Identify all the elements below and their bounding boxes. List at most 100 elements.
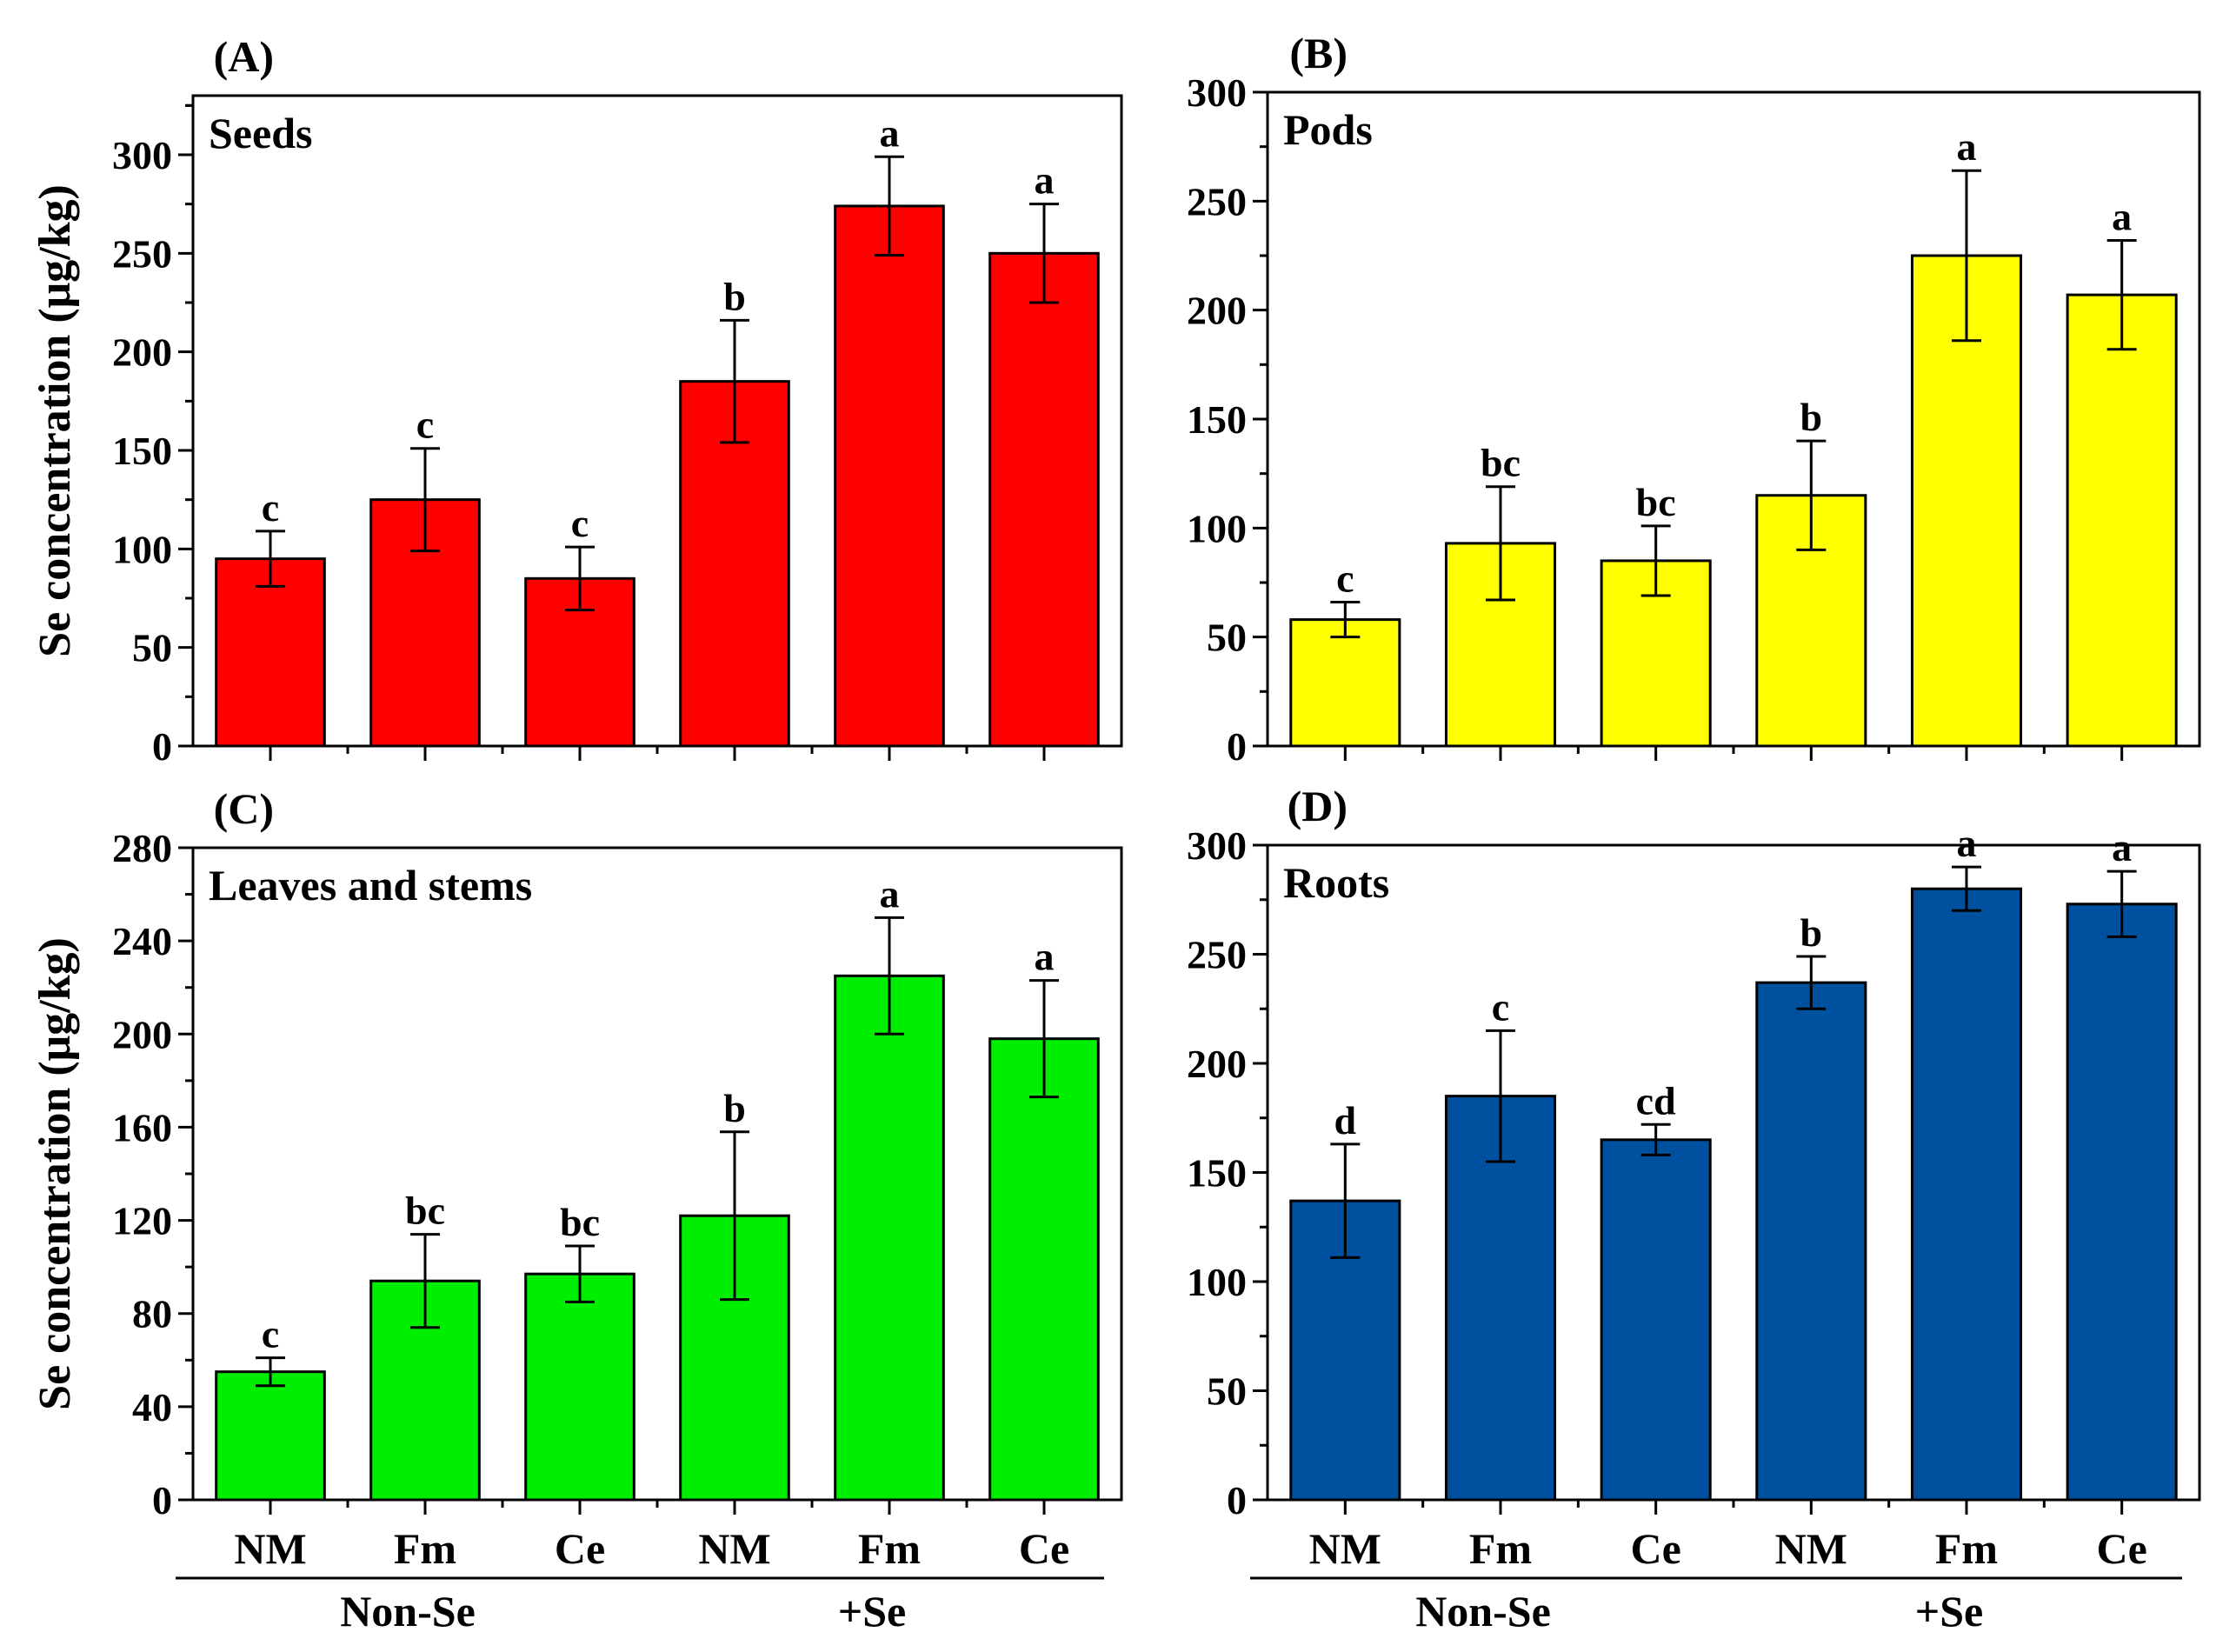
bar	[988, 251, 1100, 748]
significance-letter: bc	[1636, 480, 1676, 524]
chart-panel-3: c bc bc b a a 0 40 80 120 160 200 240 280 (C) Leaves an…	[30, 784, 1123, 1635]
x-category-label: NM	[1775, 1524, 1847, 1573]
significance-letter: b	[1800, 395, 1823, 439]
significance-letter: c	[571, 501, 589, 545]
panel-title: Leaves and stems	[209, 861, 532, 909]
bar	[215, 1370, 326, 1502]
y-tick-label: 200	[112, 1012, 172, 1056]
significance-letter: b	[723, 274, 746, 318]
significance-letter: c	[1492, 984, 1509, 1029]
y-tick-label: 50	[1207, 1369, 1247, 1414]
group-label: Non-Se	[340, 1587, 476, 1635]
panel-label: (D)	[1288, 782, 1348, 830]
chart-panel-1: c c c b a a 0 50 100 150 200 250 300 (A) Seeds Se conce…	[30, 32, 1123, 769]
x-category-label: Ce	[2097, 1524, 2147, 1573]
x-category-label: NM	[698, 1524, 770, 1573]
significance-letter: cd	[1636, 1078, 1676, 1122]
x-category-label: Fm	[1469, 1524, 1532, 1573]
significance-letter: a	[1957, 124, 1977, 169]
x-category-label: Ce	[1631, 1524, 1681, 1573]
plot-frame	[1266, 843, 2201, 1502]
significance-letter: a	[1035, 935, 1055, 979]
panel-title: Seeds	[209, 109, 312, 157]
bar	[1289, 618, 1401, 748]
y-tick-label: 280	[112, 826, 172, 870]
bar	[2066, 293, 2178, 748]
y-tick-label: 150	[1187, 1151, 1247, 1196]
x-category-label: Ce	[1019, 1524, 1069, 1573]
panel-label: (B)	[1289, 29, 1348, 77]
y-tick-label: 0	[152, 1478, 172, 1522]
significance-letter: c	[262, 1312, 279, 1356]
panel-label: (A)	[214, 32, 274, 81]
significance-letter: c	[262, 485, 279, 530]
plot-frame	[191, 846, 1123, 1502]
significance-letter: a	[2112, 825, 2132, 869]
bar	[524, 1272, 636, 1502]
y-tick-label: 0	[152, 724, 172, 769]
bar	[834, 204, 945, 748]
significance-letter: b	[723, 1086, 746, 1130]
chart-panel-2: c bc bc b a a 0 50 100 150 200 250 300 (B) Pods	[1187, 29, 2201, 769]
y-tick-label: 200	[1187, 1042, 1247, 1086]
y-tick-label: 200	[112, 330, 172, 375]
significance-letter: a	[1957, 821, 1977, 865]
bar	[1600, 1138, 1712, 1502]
x-category-label: NM	[1309, 1524, 1381, 1573]
y-tick-label: 150	[112, 429, 172, 473]
significance-letter: c	[1336, 556, 1354, 601]
x-category-label: Fm	[858, 1524, 921, 1573]
plot-frame	[191, 94, 1123, 748]
y-tick-label: 100	[1187, 506, 1247, 550]
y-tick-label: 250	[112, 231, 172, 276]
y-tick-label: 120	[112, 1199, 172, 1243]
x-category-label: NM	[234, 1524, 306, 1573]
significance-letter: bc	[1481, 441, 1521, 485]
bar	[2066, 903, 2178, 1502]
group-label: Non-Se	[1415, 1587, 1551, 1635]
x-category-label: Ce	[555, 1524, 605, 1573]
significance-letter: c	[416, 403, 434, 447]
significance-letter: a	[880, 871, 900, 916]
significance-letter: bc	[560, 1200, 600, 1244]
significance-letter: a	[880, 110, 900, 155]
chart-panel-4: d c cd b a a 0 50 100 150 200 250 300 (D) Roots NM Fm Ce N…	[1187, 782, 2201, 1635]
y-tick-label: 50	[132, 626, 172, 670]
group-label: +Se	[838, 1587, 907, 1635]
y-tick-label: 100	[112, 527, 172, 571]
group-label: +Se	[1915, 1587, 1984, 1635]
significance-letter: a	[1035, 158, 1055, 203]
y-tick-label: 240	[112, 919, 172, 963]
y-axis-label: Se concentration (μg/kg)	[30, 937, 80, 1410]
y-tick-label: 80	[132, 1292, 172, 1336]
x-category-label: Fm	[1935, 1524, 1998, 1573]
y-tick-label: 200	[1187, 289, 1247, 333]
bar	[1910, 887, 2023, 1502]
y-tick-label: 300	[1187, 70, 1247, 115]
significance-letter: bc	[405, 1189, 445, 1233]
y-tick-label: 300	[1187, 823, 1247, 868]
bar	[1755, 981, 1867, 1502]
y-tick-label: 160	[112, 1105, 172, 1149]
y-tick-label: 40	[132, 1385, 172, 1429]
plot-frame	[1266, 90, 2201, 748]
panel-label: (C)	[214, 784, 274, 833]
y-tick-label: 250	[1187, 933, 1247, 977]
bar	[988, 1037, 1100, 1502]
significance-letter: a	[2112, 194, 2132, 238]
panel-title: Pods	[1283, 105, 1373, 154]
y-tick-label: 50	[1207, 616, 1247, 660]
bar	[834, 974, 945, 1502]
y-tick-label: 100	[1187, 1260, 1247, 1304]
y-tick-label: 300	[112, 133, 172, 177]
panel-title: Roots	[1283, 858, 1389, 907]
y-tick-label: 150	[1187, 397, 1247, 442]
significance-letter: d	[1334, 1098, 1357, 1142]
y-axis-label: Se concentration (μg/kg)	[30, 184, 80, 657]
y-tick-label: 0	[1227, 724, 1247, 769]
x-category-label: Fm	[394, 1524, 456, 1573]
y-tick-label: 250	[1187, 179, 1247, 223]
bar	[215, 557, 326, 748]
significance-letter: b	[1800, 910, 1823, 955]
